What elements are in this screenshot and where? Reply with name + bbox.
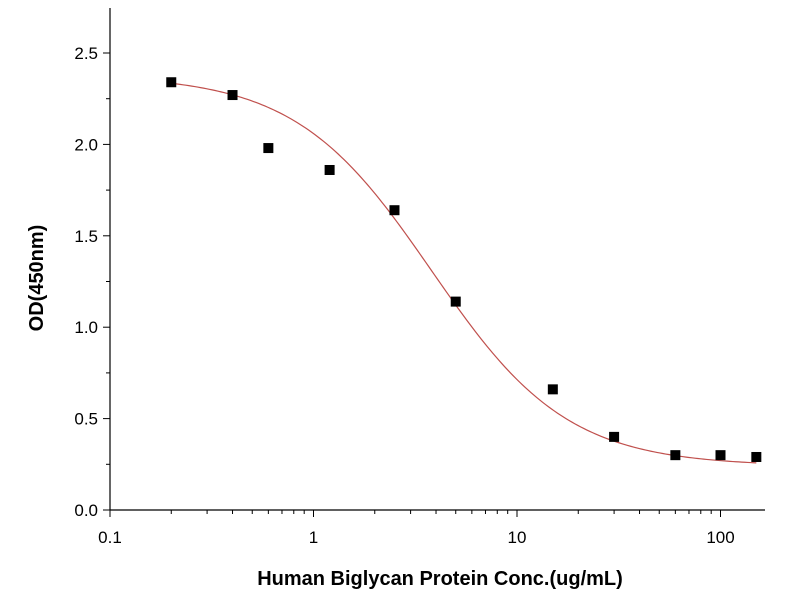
x-axis-title: Human Biglycan Protein Conc.(ug/mL) — [257, 568, 623, 590]
data-point — [609, 431, 620, 442]
x-tick-label: 1 — [309, 528, 318, 547]
y-axis-title: OD(450nm) — [26, 225, 48, 332]
y-tick-label: 1.5 — [74, 227, 98, 246]
points-layer — [166, 77, 762, 462]
data-point — [450, 296, 461, 307]
y-tick-label: 2.5 — [74, 44, 98, 63]
fit-curve — [171, 82, 757, 464]
data-point — [547, 384, 558, 395]
data-point — [751, 451, 762, 462]
x-tick-label: 10 — [508, 528, 527, 547]
data-point — [166, 77, 177, 88]
x-tick-label: 100 — [706, 528, 734, 547]
fit-layer — [171, 82, 757, 464]
data-point — [227, 90, 238, 101]
axes — [109, 8, 765, 511]
data-point — [715, 450, 726, 461]
y-tick-label: 2.0 — [74, 135, 98, 154]
y-tick-label: 0.5 — [74, 410, 98, 429]
y-ticks: 0.0 0.5 1.0 1.5 2.0 2.5 — [74, 44, 110, 520]
x-ticks: 0.1 1 10 100 — [98, 510, 735, 547]
data-point — [670, 450, 681, 461]
y-tick-label: 0.0 — [74, 501, 98, 520]
x-tick-label: 0.1 — [98, 528, 122, 547]
data-point — [389, 205, 400, 216]
data-point — [263, 143, 274, 154]
data-point — [324, 164, 335, 175]
y-tick-label: 1.0 — [74, 318, 98, 337]
